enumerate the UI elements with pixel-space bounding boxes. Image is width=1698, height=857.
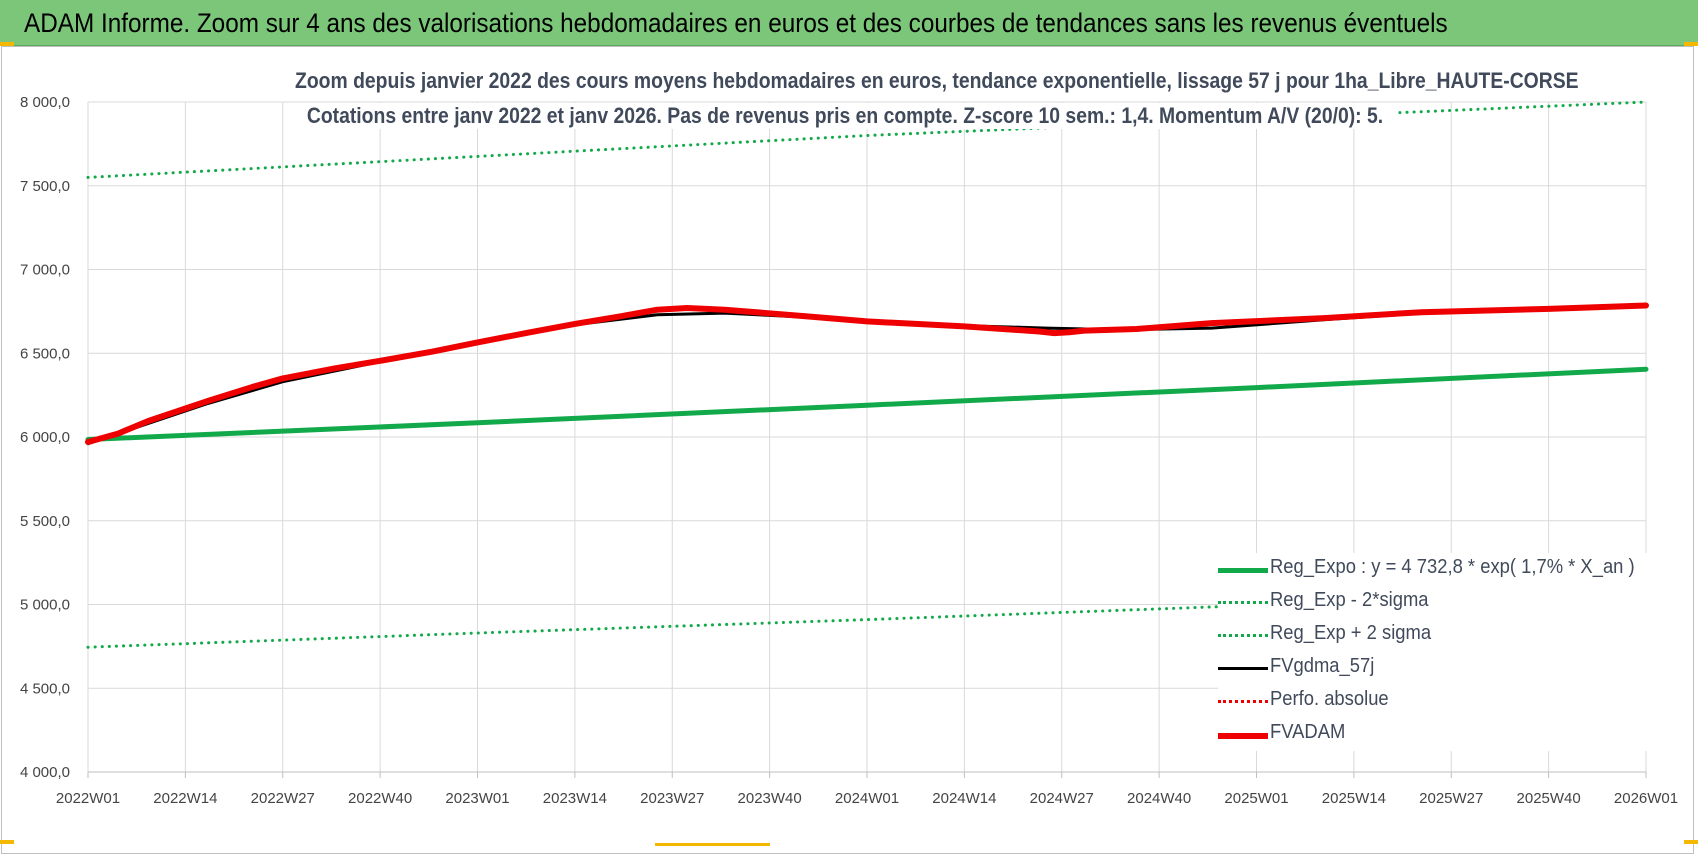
y-tick-label: 5 000,0 — [20, 597, 70, 614]
y-tick-label: 5 500,0 — [20, 513, 70, 530]
x-tick-label: 2024W40 — [1127, 790, 1191, 807]
legend-swatch — [1218, 601, 1268, 604]
x-tick-label: 2025W40 — [1517, 790, 1581, 807]
x-tick-label: 2022W14 — [153, 790, 217, 807]
y-tick-label: 4 000,0 — [20, 764, 70, 781]
frame-corner-mark — [1684, 42, 1698, 46]
x-tick-label: 2025W27 — [1419, 790, 1483, 807]
chart-legend: Reg_Expo : y = 4 732,8 * exp( 1,7% * X_a… — [1218, 553, 1658, 751]
y-tick-label: 7 000,0 — [20, 262, 70, 279]
legend-item: FVADAM — [1218, 718, 1658, 751]
x-tick-label: 2023W27 — [640, 790, 704, 807]
x-axis: 2022W01 2022W14 2022W27 2022W40 2023W01 2023W… — [56, 771, 1678, 807]
frame-corner-mark — [1684, 840, 1698, 844]
x-tick-label: 2024W14 — [932, 790, 996, 807]
legend-swatch — [1218, 733, 1268, 739]
x-tick-label: 2024W01 — [835, 790, 899, 807]
y-tick-label: 6 000,0 — [20, 429, 70, 446]
chart-title-line1: Zoom depuis janvier 2022 des cours moyen… — [295, 68, 1579, 94]
x-tick-label: 2025W01 — [1224, 790, 1288, 807]
x-tick-label: 2023W01 — [445, 790, 509, 807]
x-tick-label: 2025W14 — [1322, 790, 1386, 807]
series-line-5 — [85, 302, 1649, 445]
frame-corner-mark — [0, 42, 14, 46]
legend-label: Reg_Expo : y = 4 732,8 * exp( 1,7% * X_a… — [1270, 556, 1635, 578]
x-tick-label: 2026W01 — [1614, 790, 1678, 807]
legend-swatch — [1218, 667, 1268, 670]
frame-corner-mark — [655, 843, 770, 846]
legend-label: FVADAM — [1270, 721, 1346, 743]
report-banner: ADAM Informe. Zoom sur 4 ans des valoris… — [0, 0, 1698, 46]
legend-swatch — [1218, 568, 1268, 573]
legend-swatch — [1218, 634, 1268, 637]
y-tick-label: 8 000,0 — [20, 94, 70, 111]
legend-swatch — [1218, 700, 1268, 703]
legend-item: Reg_Exp + 2 sigma — [1218, 619, 1658, 652]
frame-corner-mark — [0, 840, 14, 844]
legend-item: Perfo. absolue — [1218, 685, 1658, 718]
y-tick-label: 7 500,0 — [20, 178, 70, 195]
x-tick-label: 2024W27 — [1030, 790, 1094, 807]
x-tick-label: 2022W27 — [251, 790, 315, 807]
y-tick-label: 4 500,0 — [20, 680, 70, 697]
legend-label: Perfo. absolue — [1270, 688, 1389, 710]
legend-label: Reg_Exp + 2 sigma — [1270, 622, 1432, 644]
series-line-0 — [85, 366, 1649, 442]
chart-title-line2: Cotations entre janv 2022 et janv 2026. … — [295, 103, 1395, 129]
legend-item: FVgdma_57j — [1218, 652, 1658, 685]
x-tick-label: 2023W40 — [738, 790, 802, 807]
report-title: ADAM Informe. Zoom sur 4 ans des valoris… — [24, 8, 1448, 38]
y-axis: 8 000,0 7 500,0 7 000,0 6 500,0 6 000,0 5 500… — [20, 94, 70, 781]
chart-frame — [1, 46, 1694, 854]
x-tick-label: 2022W40 — [348, 790, 412, 807]
legend-item: Reg_Expo : y = 4 732,8 * exp( 1,7% * X_a… — [1218, 553, 1658, 586]
x-tick-label: 2023W14 — [543, 790, 607, 807]
y-tick-label: 6 500,0 — [20, 345, 70, 362]
x-tick-label: 2022W01 — [56, 790, 120, 807]
legend-item: Reg_Exp - 2*sigma — [1218, 586, 1658, 619]
legend-label: FVgdma_57j — [1270, 655, 1375, 677]
legend-label: Reg_Exp - 2*sigma — [1270, 589, 1429, 611]
